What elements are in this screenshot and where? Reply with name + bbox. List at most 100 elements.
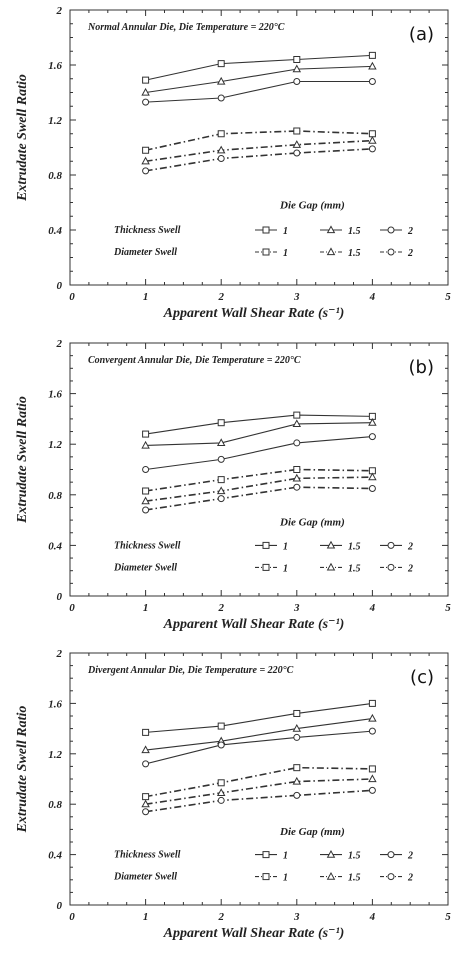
- series-diameter-swell-1-5: [141, 135, 377, 165]
- legend-marker: [387, 541, 395, 549]
- legend: Die Gap (mm) Thickness Swell 1 1.5 2 Diameter…: [113, 199, 413, 259]
- data-point: [217, 130, 225, 138]
- data-point: [368, 433, 376, 441]
- data-point: [142, 76, 150, 84]
- data-point: [142, 487, 150, 495]
- data-point: [217, 455, 225, 463]
- data-point: [368, 78, 376, 85]
- legend-item-label: 1.5: [348, 248, 361, 259]
- series-line: [145, 730, 373, 765]
- legend-group-label: Diameter Swell: [113, 872, 177, 883]
- data-point: [141, 440, 150, 449]
- data-point: [141, 745, 150, 754]
- series-line: [145, 80, 373, 103]
- legend-group-label: Diameter Swell: [113, 247, 177, 258]
- series-line: [145, 766, 373, 798]
- data-point: [217, 796, 225, 804]
- series-diameter-swell-1-5: [141, 472, 377, 505]
- data-point: [217, 495, 225, 503]
- x-axis-label: Apparent Wall Shear Rate (s⁻¹): [163, 926, 345, 941]
- y-tick-label: 1.2: [48, 115, 62, 127]
- legend-header: Die Gap (mm): [279, 826, 345, 838]
- data-point: [368, 774, 377, 783]
- data-point: [217, 94, 225, 102]
- legend-group-label: Diameter Swell: [113, 562, 177, 573]
- legend-marker: [326, 562, 336, 571]
- data-point: [368, 699, 376, 707]
- data-point: [292, 64, 302, 73]
- data-point: [293, 466, 301, 473]
- series-line: [145, 778, 373, 805]
- data-point: [217, 155, 225, 162]
- data-point: [368, 713, 377, 722]
- y-tick-label: 0: [57, 900, 63, 912]
- series-line: [145, 717, 373, 751]
- data-point: [292, 723, 302, 732]
- data-point: [293, 439, 301, 447]
- series-diameter-swell-1: [142, 466, 376, 495]
- data-point: [217, 741, 225, 749]
- legend-item-label: 2: [407, 563, 413, 574]
- data-point: [293, 764, 301, 772]
- series-diameter-swell-1: [142, 764, 376, 801]
- data-point: [216, 788, 226, 796]
- data-point: [293, 78, 301, 85]
- legend: Die Gap (mm) Thickness Swell 1 1.5 2 Diameter…: [113, 517, 413, 575]
- data-point: [216, 76, 226, 85]
- y-tick-label: 0: [57, 280, 63, 292]
- data-point: [217, 419, 225, 427]
- legend-marker: [387, 563, 395, 571]
- data-point: [368, 786, 376, 794]
- series-line: [145, 486, 373, 511]
- data-point: [292, 473, 302, 482]
- data-point: [142, 466, 150, 473]
- legend-item-label: 1.5: [348, 873, 361, 884]
- data-point: [368, 135, 377, 144]
- legend-item-label: 1.5: [348, 563, 361, 574]
- y-tick-label: 0.4: [48, 850, 62, 862]
- data-point: [368, 61, 377, 70]
- x-tick-label: 5: [445, 291, 451, 303]
- data-point: [142, 430, 150, 438]
- series-line: [145, 414, 373, 435]
- x-tick-label: 4: [369, 602, 376, 614]
- data-point: [368, 765, 376, 773]
- y-tick-label: 2: [56, 338, 63, 350]
- x-tick-label: 2: [217, 602, 224, 614]
- series-thickness-swell-1: [142, 699, 376, 736]
- data-point: [216, 145, 226, 154]
- data-point: [368, 130, 376, 138]
- panel-label: (a): [409, 24, 434, 45]
- series-thickness-swell-1-5: [141, 61, 377, 96]
- series-line: [145, 54, 373, 81]
- series-line: [145, 468, 373, 492]
- legend-item-label: 2: [407, 226, 413, 237]
- x-tick-label: 4: [369, 291, 376, 303]
- legend-item-label: 2: [407, 541, 413, 552]
- chart-panel-a: 0 1 2 3 4 5 0 0.4 0.8 1.2 1.6 2 Apparent Wall Shear …: [15, 5, 451, 321]
- data-point: [217, 722, 225, 730]
- y-tick-label: 2: [56, 648, 63, 660]
- x-tick-label: 3: [293, 911, 300, 923]
- y-tick-label: 1.6: [48, 389, 62, 401]
- legend-item-label: 1.5: [348, 541, 361, 552]
- data-point: [142, 793, 150, 801]
- x-tick-label: 1: [143, 911, 149, 923]
- series-thickness-swell-2: [142, 727, 376, 768]
- series-diameter-swell-1: [142, 127, 376, 154]
- legend-item-label: 1: [283, 248, 288, 259]
- legend-item-label: 1: [283, 226, 288, 237]
- data-point: [293, 56, 301, 63]
- legend-marker: [262, 248, 270, 256]
- series-thickness-swell-2: [142, 433, 376, 473]
- series-line: [145, 789, 373, 813]
- y-tick-label: 0: [57, 591, 63, 603]
- legend-marker: [326, 247, 336, 256]
- x-tick-label: 4: [369, 911, 376, 923]
- chart-panel-b: 0 1 2 3 4 5 0 0.4 0.8 1.2 1.6 2 Apparent Wall Shear …: [15, 338, 451, 632]
- y-axis-label: Extrudate Swell Ratio: [15, 396, 30, 524]
- chart-panel-c: 0 1 2 3 4 5 0 0.4 0.8 1.2 1.6 2 Apparent Wall Shear …: [15, 648, 451, 941]
- plot-frame: [69, 652, 449, 906]
- y-tick-label: 0.8: [48, 490, 62, 502]
